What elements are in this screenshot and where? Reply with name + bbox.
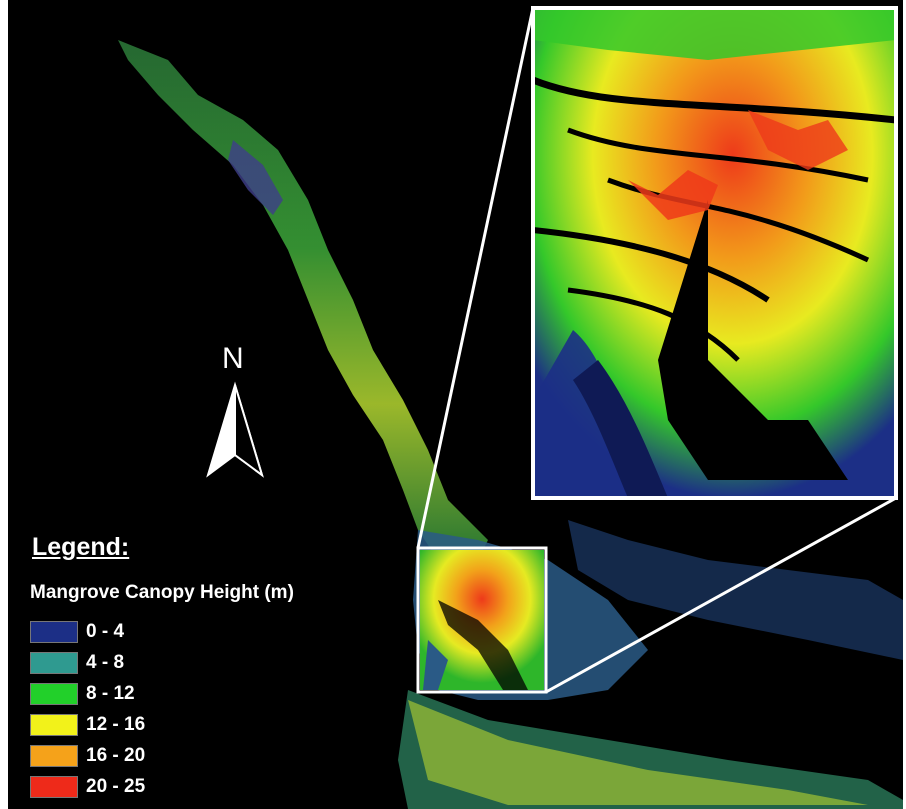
- legend-label: 8 - 12: [86, 683, 135, 704]
- map-canvas: [118, 6, 903, 809]
- legend-item: 0 - 4: [30, 620, 124, 644]
- legend-title: Legend:: [32, 533, 130, 561]
- legend-label: 4 - 8: [86, 652, 125, 673]
- legend-label: 0 - 4: [86, 621, 125, 642]
- zoom-connector-left: [416, 7, 535, 549]
- legend-label: 12 - 16: [86, 714, 146, 735]
- zoom-inset-frame: [531, 6, 898, 500]
- legend-label: 20 - 25: [86, 776, 146, 797]
- zoom-inset: [531, 8, 897, 498]
- legend-item: 8 - 12: [30, 682, 135, 706]
- north-label: N: [222, 342, 244, 375]
- legend-swatch: [30, 621, 78, 643]
- zoom-selection-box: [416, 546, 548, 694]
- zoom-connector-right: [545, 496, 897, 694]
- legend-item: 12 - 16: [30, 713, 145, 737]
- legend-item: 20 - 25: [30, 775, 145, 799]
- north-arrow-icon: [206, 381, 264, 478]
- legend-swatch: [30, 683, 78, 705]
- legend-item: 4 - 8: [30, 651, 124, 675]
- legend-swatch: [30, 776, 78, 798]
- legend-label: 16 - 20: [86, 745, 146, 766]
- legend-swatch: [30, 652, 78, 674]
- legend-swatch: [30, 745, 78, 767]
- mangrove-canopy-map: N Legend: Mangrove Canopy Height (m) 0 -…: [8, 0, 903, 809]
- legend-item: 16 - 20: [30, 744, 145, 768]
- legend-swatch: [30, 714, 78, 736]
- delta-region: [420, 550, 544, 690]
- legend-subtitle: Mangrove Canopy Height (m): [30, 582, 294, 603]
